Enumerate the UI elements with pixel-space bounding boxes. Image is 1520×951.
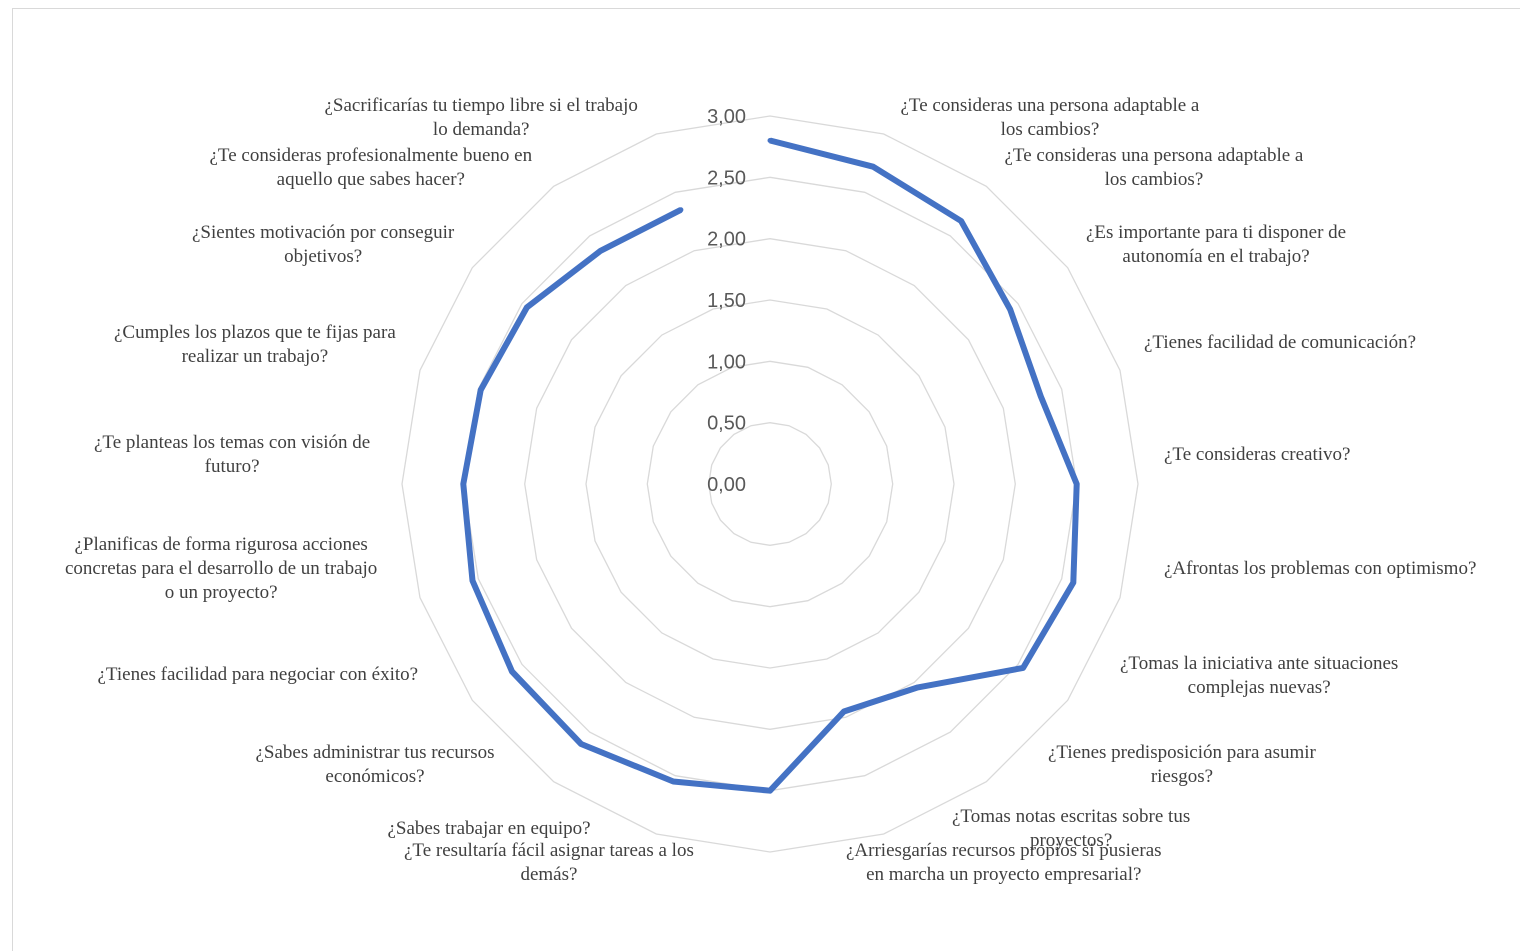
category-label-line: ¿Arriesgarías recursos propios si pusier… [846,840,1162,861]
chart-frame [12,8,1520,951]
tick-label: 0,50 [707,413,746,435]
tick-label: 0,00 [707,474,746,496]
category-label: ¿Arriesgarías recursos propios si pusier… [846,839,1162,887]
category-label: ¿Sientes motivación por conseguir objetiv… [192,221,454,269]
category-label: ¿Sabes administrar tus recursos económico… [256,741,495,789]
category-label-line: ¿Planificas de forma rigurosa acciones [74,534,368,555]
data-point [1007,307,1013,312]
category-label: ¿Te consideras una persona adaptable a lo… [901,94,1200,142]
data-point [767,138,773,143]
tick-label: 2,50 [707,167,746,189]
category-label: ¿Tienes facilidad para negociar con éxit… [98,663,419,687]
data-point [670,779,676,784]
series-layer [460,137,1080,794]
tick-layer: 0,00 0,50 1,00 1,50 2,00 2,50 3,00 [707,106,746,496]
grid-ring-4 [524,238,1016,730]
tick-label: 2,00 [707,229,746,251]
category-label-line: futuro? [204,456,260,477]
category-label-line: autonomía en el trabajo? [1122,246,1310,267]
tick-label: 1,00 [707,351,746,373]
category-label-line: los cambios? [1104,169,1204,190]
category-label: ¿Te consideras una persona adaptable a lo… [1005,144,1304,192]
data-point [509,669,515,674]
grid-ring-1 [708,422,832,546]
category-label-line: proyectos? [1029,830,1113,851]
category-label: ¿Te planteas los temas con visión de futu… [94,431,370,479]
data-point [915,684,921,690]
category-label-line: los cambios? [1000,119,1100,140]
data-point [1074,481,1080,487]
category-label-line: ¿Tomas notas escritas sobre tus [952,806,1191,827]
category-label: ¿Te consideras creativo? [1164,443,1350,467]
category-label-line: ¿Te consideras una persona adaptable a [900,95,1200,116]
category-label-line: en marcha un proyecto empresarial? [866,864,1142,885]
category-label: ¿Te resultaría fácil asignar tareas a lo… [404,839,694,887]
data-point [1070,580,1076,586]
category-label-line: ¿Tienes predisposición para asumir [1048,742,1316,763]
data-point [460,481,466,487]
category-label-line: ¿Te consideras una persona adaptable a [1004,145,1304,166]
category-label: ¿Afrontas los problemas con optimismo? [1164,557,1476,581]
category-label-line: ¿Sabes administrar tus recursos [255,742,495,763]
data-point [870,164,876,170]
category-label: ¿Planificas de forma rigurosa acciones co… [65,533,377,605]
category-label-line: realizar un trabajo? [181,346,329,367]
data-point [841,709,847,714]
category-label-line: ¿Tomas la iniciativa ante situaciones [1120,653,1399,674]
category-label-line: ¿Te consideras profesionalmente bueno en [209,145,533,166]
grid-layer [401,115,1139,853]
data-point [678,207,684,213]
category-label: ¿Tomas la iniciativa ante situaciones com… [1120,652,1398,700]
category-label-line: ¿Sientes motivación por conseguir [192,222,455,243]
category-label: ¿Es importante para ti disponer de autono… [1086,221,1346,269]
category-label: ¿Te consideras profesionalmente bueno en… [210,144,533,192]
tick-label: 3,00 [707,106,746,128]
category-label-line: riesgos? [1150,766,1214,787]
category-label-line: ¿Tienes facilidad de comunicación? [1144,332,1417,353]
data-point [470,578,475,584]
category-label: ¿Tienes facilidad de comunicación? [1144,331,1416,355]
category-label-line: ¿Te planteas los temas con visión de [94,432,371,453]
category-label-line: ¿Cumples los plazos que te fijas para [114,322,396,343]
category-label-line: ¿Te consideras creativo? [1164,444,1351,465]
category-label: ¿Sacrificarías tu tiempo libre si el tra… [325,94,638,142]
category-label-line: demás? [520,864,578,885]
data-point [598,248,604,254]
data-point [958,218,964,224]
grid-ring-6 [401,115,1139,853]
category-label: ¿Cumples los plazos que te fijas para rea… [114,321,396,369]
category-label-line: o un proyecto? [164,582,278,603]
category-label-line: ¿Te resultaría fácil asignar tareas a lo… [404,840,694,861]
grid-ring-2 [646,360,894,608]
category-label-line: lo demanda? [432,119,530,140]
data-point [478,387,484,393]
category-label-line: ¿Afrontas los problemas con optimismo? [1164,558,1477,579]
category-label-line: económicos? [325,766,425,787]
category-label-line: ¿Tienes facilidad para negociar con éxit… [97,664,419,685]
category-label-line: ¿Es importante para ti disponer de [1086,222,1347,243]
category-label-line: aquello que sabes hacer? [276,169,465,190]
tick-label: 1,50 [707,290,746,312]
category-label-line: complejas nuevas? [1187,677,1331,698]
grid-ring-3 [585,299,955,669]
category-label: ¿Tienes predisposición para asumir riesgo… [1048,741,1316,789]
data-point [1020,665,1026,671]
series-line [460,137,1080,794]
data-point [767,788,773,794]
category-label-line: objetivos? [284,246,363,267]
data-point [578,741,584,747]
data-point [524,304,530,310]
category-label-line: concretas para el desarrollo de un traba… [65,558,378,579]
category-label: ¿Sabes trabajar en equipo? [388,817,591,841]
data-point [1038,393,1044,399]
category-label: ¿Tomas notas escritas sobre tus proyectos… [952,805,1190,853]
category-label-line: ¿Sacrificarías tu tiempo libre si el tra… [324,95,638,116]
category-label-line: ¿Sabes trabajar en equipo? [387,818,591,839]
